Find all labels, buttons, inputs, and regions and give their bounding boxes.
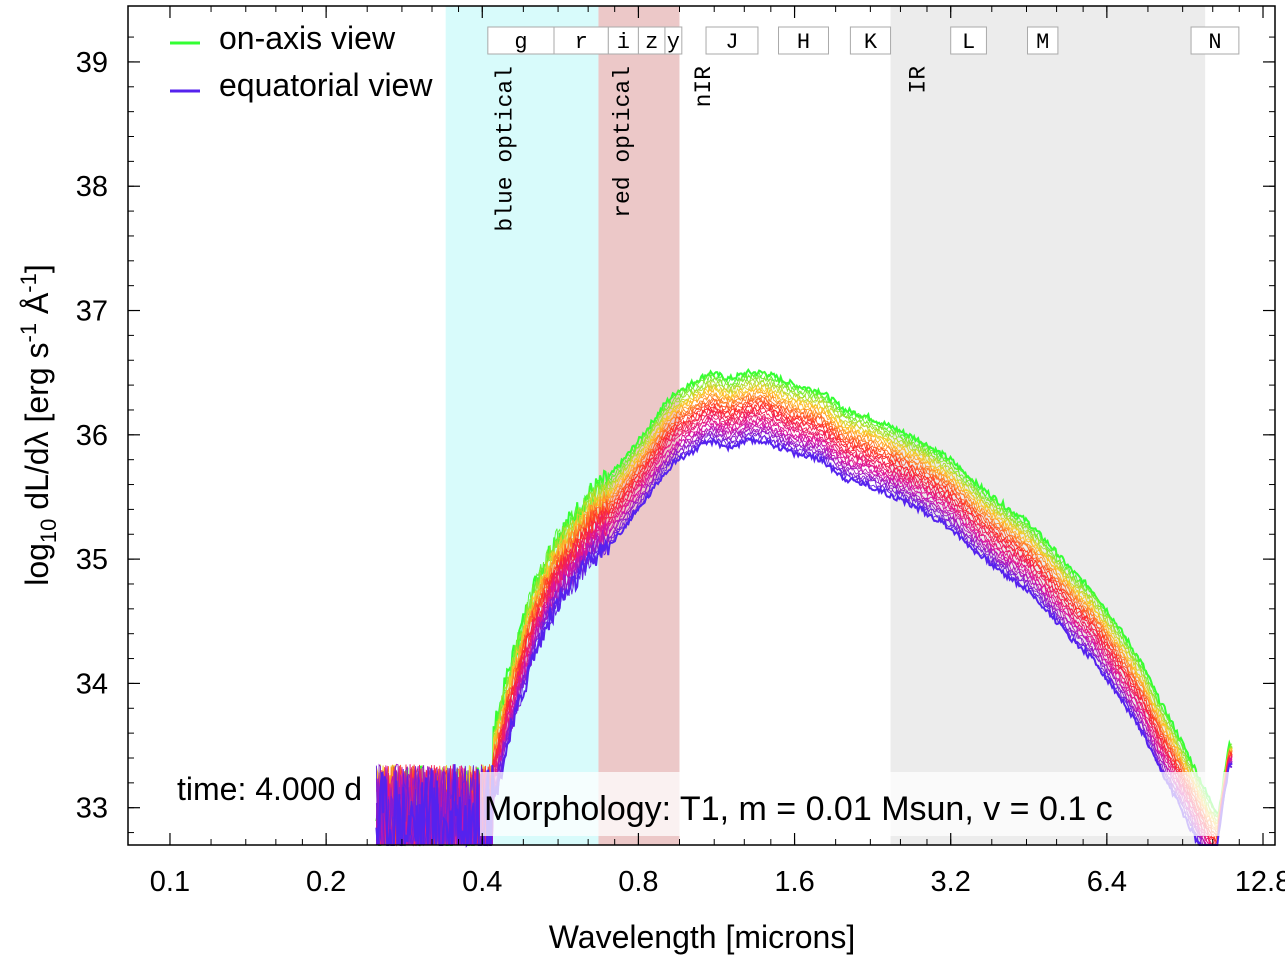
filter-label-i: i <box>617 30 630 55</box>
legend-label-on-axis: on-axis view <box>219 20 396 56</box>
x-tick-label-1: 0.2 <box>306 866 346 898</box>
time-annotation: time: 4.000 d <box>177 771 362 807</box>
filter-box-K <box>849 26 892 55</box>
y-tick-label-5: 38 <box>76 171 108 203</box>
y-tick-label-4: 37 <box>76 296 108 328</box>
filter-box-H <box>778 26 829 55</box>
spectrum-line-17 <box>375 409 1233 847</box>
filter-label-L: L <box>962 30 975 55</box>
spectrum-line-0 <box>375 367 1233 847</box>
morphology-annotation-box <box>480 772 1246 836</box>
y-tick-label-3: 36 <box>76 420 108 452</box>
band-red-optical <box>598 6 680 845</box>
filter-box-i <box>607 26 639 55</box>
band-label-IR: IR <box>906 66 932 94</box>
filter-label-M: M <box>1036 30 1049 55</box>
filter-label-H: H <box>797 30 810 55</box>
spectrum-line-29 <box>375 435 1233 848</box>
filter-label-K: K <box>864 30 878 55</box>
x-tick-label-7: 12.8 <box>1235 866 1285 898</box>
morphology-annotation: Morphology: T1, m = 0.01 Msun, v = 0.1 c <box>484 790 1113 828</box>
filter-label-g: g <box>514 30 527 55</box>
filter-label-r: r <box>575 30 588 55</box>
plot-frame <box>127 5 1276 846</box>
y-axis-title: log10 dL/dλ [erg s-1 Å-1] <box>16 264 61 586</box>
filter-label-z: z <box>645 30 658 55</box>
spectrum-line-14 <box>375 401 1233 847</box>
x-axis-title: Wavelength [microns] <box>549 919 855 955</box>
filter-label-y: y <box>667 30 680 55</box>
band-label-nIR: nIR <box>691 66 717 108</box>
band-blue-optical <box>445 6 599 845</box>
band-label-blue-optical: blue optical <box>493 66 519 232</box>
band-labels: blue optical red optical nIR IR <box>493 66 932 232</box>
y-tick-label-0: 33 <box>76 793 108 825</box>
filter-box-N <box>1190 26 1240 55</box>
spectrum-line-19 <box>375 413 1233 847</box>
y-tick-label-1: 34 <box>76 668 108 700</box>
spectrum-line-23 <box>375 422 1233 847</box>
x-tick-label-0: 0.1 <box>150 866 190 898</box>
x-tick-label-4: 1.6 <box>774 866 814 898</box>
filter-box-J <box>705 26 759 55</box>
y-tick-label-6: 39 <box>76 47 108 79</box>
x-tick-label-3: 0.8 <box>618 866 658 898</box>
filter-box-M <box>1027 26 1059 55</box>
x-tick-label-6: 6.4 <box>1087 866 1127 898</box>
filter-label-J: J <box>725 30 738 55</box>
x-tick-label-2: 0.4 <box>462 866 502 898</box>
x-tick-label-5: 3.2 <box>931 866 971 898</box>
axes: 0.1 0.2 0.4 0.8 1.6 3.2 6.4 12.8 33 34 35 36 37 38 39 <box>76 6 1285 898</box>
filter-box-g <box>487 26 555 55</box>
filter-box-L <box>950 26 987 55</box>
annotations: time: 4.000 d Morphology: T1, m = 0.01 M… <box>177 771 1246 836</box>
legend: on-axis view equatorial view <box>170 20 433 103</box>
filter-box-y <box>664 26 683 55</box>
band-label-red-optical: red optical <box>610 66 636 218</box>
legend-label-equatorial: equatorial view <box>219 67 433 103</box>
y-tick-label-2: 35 <box>76 544 108 576</box>
spectrum-series <box>375 367 1233 848</box>
filter-label-N: N <box>1208 30 1221 55</box>
